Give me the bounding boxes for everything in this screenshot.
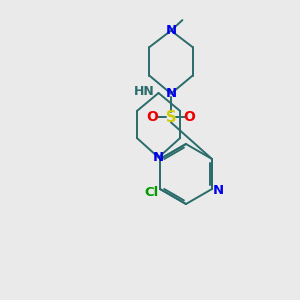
Text: N: N [165, 87, 177, 100]
Text: N: N [165, 24, 177, 37]
Text: O: O [184, 110, 196, 124]
Text: HN: HN [134, 85, 155, 98]
Text: N: N [153, 151, 164, 164]
Text: N: N [213, 184, 224, 197]
Text: S: S [166, 110, 176, 124]
Text: Cl: Cl [145, 185, 159, 199]
Text: O: O [146, 110, 158, 124]
